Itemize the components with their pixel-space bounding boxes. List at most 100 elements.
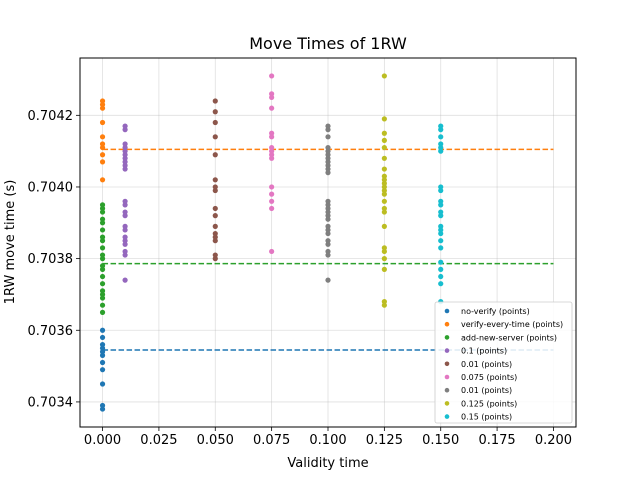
- data-point: [122, 166, 128, 172]
- data-point: [381, 173, 387, 179]
- data-point: [212, 119, 218, 126]
- data-point: [99, 359, 106, 366]
- data-point: [438, 238, 444, 244]
- data-point: [99, 281, 106, 287]
- data-point: [99, 273, 106, 280]
- data-point: [212, 184, 218, 190]
- data-point: [381, 73, 387, 79]
- data-point: [381, 155, 387, 161]
- data-point: [99, 144, 106, 151]
- data-point: [99, 98, 106, 104]
- data-point: [381, 191, 387, 197]
- data-point: [325, 155, 331, 161]
- data-point: [212, 152, 218, 158]
- data-point: [99, 263, 106, 269]
- data-point: [269, 148, 275, 154]
- data-point: [269, 184, 275, 190]
- data-point: [381, 223, 387, 229]
- data-point: [99, 342, 106, 348]
- data-point: [212, 230, 218, 237]
- data-point: [325, 162, 331, 169]
- data-point: [99, 327, 106, 333]
- data-point: [381, 130, 387, 136]
- data-point: [269, 191, 275, 197]
- data-point: [122, 202, 128, 208]
- data-point: [438, 123, 444, 129]
- data-point: [99, 220, 106, 226]
- data-point: [269, 134, 275, 140]
- data-point: [381, 180, 387, 186]
- legend-marker: [444, 335, 450, 340]
- data-point: [269, 205, 275, 212]
- data-point: [122, 213, 128, 219]
- data-point: [212, 134, 218, 140]
- data-point: [381, 137, 387, 143]
- data-point: [99, 266, 106, 272]
- data-point: [99, 309, 106, 315]
- data-point: [438, 266, 444, 272]
- data-point: [269, 155, 275, 161]
- data-point: [438, 202, 444, 208]
- data-point: [269, 73, 275, 79]
- data-point: [99, 209, 106, 215]
- data-point: [438, 213, 444, 219]
- legend-marker: [444, 401, 450, 406]
- data-point: [212, 109, 218, 115]
- data-point: [99, 406, 106, 412]
- data-point: [381, 184, 387, 190]
- data-point: [99, 216, 106, 222]
- data-point: [269, 91, 275, 97]
- data-point: [99, 302, 106, 308]
- data-point: [438, 281, 444, 287]
- data-point: [381, 187, 387, 194]
- y-tick-label: 0.7038: [28, 252, 74, 267]
- data-point: [325, 127, 331, 133]
- legend-marker: [444, 387, 450, 393]
- data-point: [269, 144, 275, 151]
- data-point: [212, 252, 218, 258]
- data-point: [122, 148, 128, 154]
- data-point: [438, 259, 444, 265]
- data-point: [438, 230, 444, 237]
- data-point: [99, 402, 106, 409]
- data-point: [325, 148, 331, 154]
- data-points: [99, 73, 444, 412]
- data-point: [438, 134, 444, 140]
- data-point: [212, 205, 218, 212]
- data-point: [122, 223, 128, 229]
- data-point: [99, 291, 106, 298]
- x-tick-label: 0.100: [309, 433, 346, 448]
- data-point: [325, 216, 331, 222]
- data-point: [381, 245, 387, 251]
- data-point: [99, 227, 106, 233]
- data-point: [381, 116, 387, 122]
- data-point: [99, 134, 106, 140]
- data-point: [269, 152, 275, 158]
- data-point: [122, 141, 128, 147]
- x-tick-label: 0.200: [535, 433, 572, 448]
- data-point: [122, 248, 128, 255]
- data-point: [99, 177, 106, 183]
- data-point: [438, 144, 444, 151]
- data-point: [212, 234, 218, 240]
- data-point: [381, 266, 387, 272]
- data-point: [212, 213, 218, 219]
- data-point: [381, 205, 387, 212]
- legend-label: 0.125 (points): [461, 399, 517, 408]
- x-tick-label: 0.075: [253, 433, 290, 448]
- data-point: [99, 105, 106, 111]
- data-point: [438, 209, 444, 215]
- data-point: [212, 187, 218, 194]
- data-point: [381, 209, 387, 215]
- data-point: [325, 152, 331, 158]
- data-point: [99, 381, 106, 387]
- data-point: [122, 159, 128, 165]
- data-point: [325, 238, 331, 244]
- y-tick-label: 0.7040: [28, 180, 74, 195]
- data-point: [99, 245, 106, 251]
- data-point: [99, 205, 106, 212]
- legend-label: 0.075 (points): [461, 373, 517, 382]
- data-point: [269, 105, 275, 111]
- x-tick-label: 0.125: [366, 433, 403, 448]
- data-point: [269, 130, 275, 136]
